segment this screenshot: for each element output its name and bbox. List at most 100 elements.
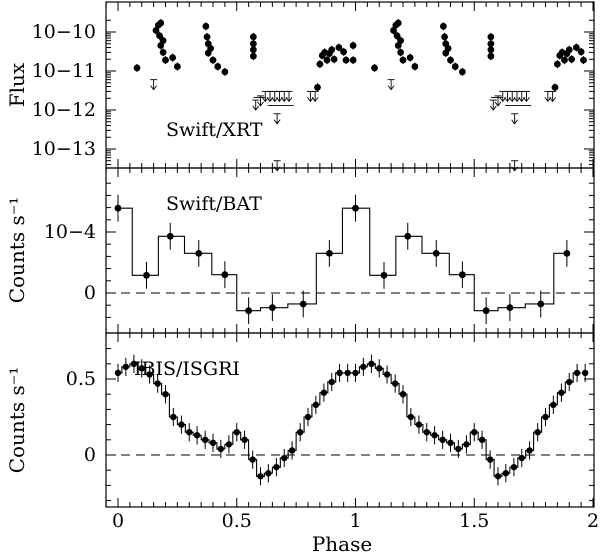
- isgri-data-point: [225, 441, 233, 448]
- xrt-upper-limit-arrow: [549, 97, 556, 103]
- xrt-panel-label: Swift/XRT: [166, 119, 263, 141]
- xrt-upper-limit-arrow: [508, 97, 516, 103]
- xrt-data-point: [580, 56, 587, 64]
- isgri-data-point: [423, 429, 430, 436]
- isgri-data-point: [320, 389, 328, 396]
- isgri-data-point: [146, 371, 153, 378]
- xrt-data-point: [487, 33, 495, 41]
- isgri-data-point: [352, 369, 359, 377]
- xrt-data-point: [371, 64, 378, 72]
- isgri-data-point: [360, 363, 367, 371]
- xrt-data-point: [444, 44, 452, 52]
- bat-y-tick-label: 0: [84, 282, 96, 304]
- xrt-upper-limit-arrow: [511, 119, 518, 125]
- xrt-data-point: [553, 60, 561, 68]
- isgri-data-point: [162, 391, 169, 398]
- isgri-data-point: [201, 436, 209, 443]
- isgri-data-point: [581, 369, 589, 377]
- isgri-data-point: [288, 447, 296, 454]
- xrt-upper-limit-arrow: [273, 166, 281, 172]
- isgri-data-point: [526, 447, 533, 454]
- xrt-data-point: [249, 52, 257, 60]
- xrt-upper-limit-arrow: [257, 101, 264, 107]
- xrt-data-point: [568, 55, 576, 63]
- isgri-data-point: [233, 429, 240, 436]
- isgri-data-point: [486, 456, 494, 463]
- xrt-data-point: [169, 54, 177, 62]
- xrt-data-point: [214, 63, 222, 70]
- x-tick-label: 0.5: [222, 510, 252, 532]
- bat-step-histogram: [118, 207, 567, 312]
- xrt-data-point: [565, 46, 573, 54]
- xrt-data-point: [159, 48, 167, 56]
- xrt-data-point: [394, 19, 402, 27]
- isgri-data-point: [154, 380, 161, 387]
- isgri-data-point: [178, 421, 185, 428]
- xrt-upper-limit-arrow: [489, 105, 497, 111]
- bat-data-point: [380, 271, 388, 279]
- isgri-data-point: [217, 445, 225, 453]
- isgri-data-point: [336, 369, 343, 377]
- isgri-y-tick-label: 0.5: [66, 368, 96, 390]
- bat-data-point: [245, 307, 253, 315]
- isgri-data-point: [138, 365, 145, 372]
- isgri-data-point: [478, 436, 486, 443]
- xrt-upper-limit-arrow: [387, 85, 395, 91]
- isgri-data-point: [257, 473, 264, 480]
- xrt-data-point: [551, 83, 559, 91]
- xrt-y-tick-label: 10−12: [32, 99, 96, 121]
- xrt-upper-limit-arrow: [311, 97, 319, 103]
- xrt-data-point: [323, 56, 331, 64]
- xrt-data-point: [133, 64, 141, 72]
- isgri-data-point: [494, 473, 502, 480]
- isgri-data-point: [463, 441, 470, 448]
- xrt-data-point: [458, 68, 466, 76]
- bat-data-point: [325, 249, 333, 257]
- xrt-y-axis-label: Flux: [5, 62, 29, 107]
- isgri-data-point: [431, 432, 438, 439]
- isgri-data-point: [114, 369, 122, 377]
- xrt-upper-limit-arrow: [273, 119, 281, 125]
- xrt-upper-limit-arrow: [504, 97, 511, 103]
- xrt-data-point: [202, 22, 210, 30]
- isgri-data-point: [471, 429, 478, 436]
- xrt-upper-limit-arrow: [544, 97, 552, 103]
- isgri-data-point: [573, 369, 581, 377]
- isgri-data-point: [368, 360, 375, 367]
- isgri-data-point: [249, 456, 256, 463]
- bat-data-point: [299, 300, 307, 308]
- xrt-upper-limit-arrow: [523, 97, 530, 103]
- xrt-data-point: [249, 40, 257, 48]
- bat-data-point: [166, 232, 174, 240]
- isgri-data-point: [273, 463, 280, 471]
- xrt-data-point: [577, 48, 585, 56]
- xrt-upper-limit-arrow: [252, 105, 260, 111]
- xrt-upper-limit-arrow: [150, 85, 157, 91]
- isgri-data-point: [558, 389, 565, 396]
- isgri-data-point: [502, 470, 510, 477]
- xrt-data-point: [572, 44, 580, 51]
- xrt-upper-limit-arrow: [280, 97, 288, 103]
- isgri-data-point: [304, 413, 312, 421]
- xrt-data-point: [340, 48, 348, 56]
- isgri-data-point: [447, 439, 454, 447]
- isgri-data-point: [209, 439, 217, 447]
- x-axis-label: Phase: [312, 532, 372, 555]
- bat-y-axis-label: Counts s⁻¹: [5, 197, 29, 304]
- x-tick-label: 1.5: [459, 510, 489, 532]
- bat-data-point: [352, 204, 359, 212]
- isgri-y-axis-label: Counts s⁻¹: [5, 367, 29, 474]
- xrt-data-point: [397, 37, 405, 45]
- xrt-data-point: [314, 83, 321, 91]
- xrt-data-point: [159, 37, 167, 45]
- xrt-upper-limit-arrow: [518, 97, 526, 103]
- isgri-data-point: [383, 371, 391, 378]
- isgri-data-point: [439, 436, 446, 443]
- xrt-data-point: [411, 63, 419, 70]
- xrt-data-point: [173, 63, 181, 70]
- bat-data-point: [563, 249, 571, 257]
- isgri-y-tick-label: 0: [84, 444, 96, 466]
- xrt-upper-limit-arrow: [513, 97, 521, 103]
- xrt-data-point: [451, 63, 459, 70]
- isgri-data-point: [542, 413, 549, 421]
